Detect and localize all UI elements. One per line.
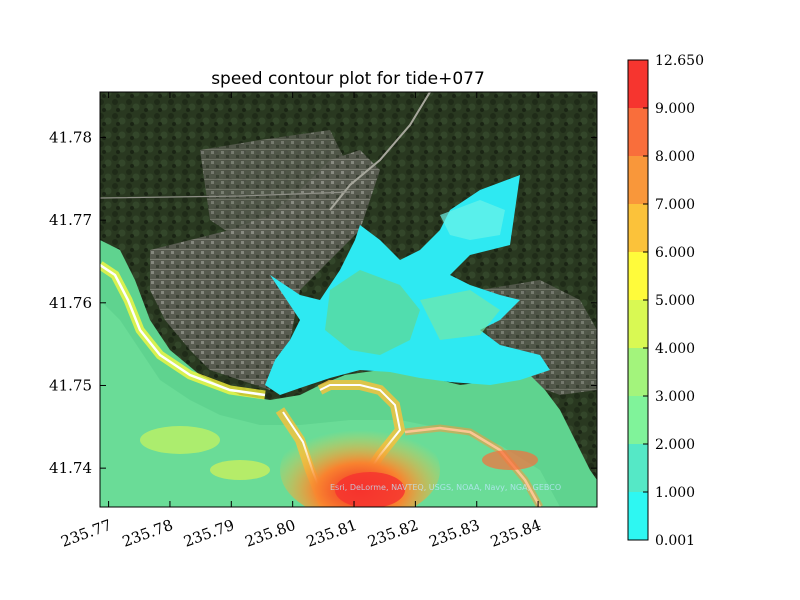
colorbar-segment xyxy=(628,204,648,252)
colorbar-segment xyxy=(628,396,648,444)
basemap-town-north xyxy=(200,130,350,240)
x-tick-label: 235.78 xyxy=(120,516,175,551)
x-tick-label: 235.84 xyxy=(488,516,543,551)
colorbar-tick-label: 12.650 xyxy=(655,53,704,69)
colorbar-tick-label: 5.000 xyxy=(655,293,695,309)
hotspot-east xyxy=(482,450,538,470)
x-tick-label: 235.79 xyxy=(181,516,236,551)
y-tick-label: 41.74 xyxy=(49,459,92,477)
y-tick-label: 41.78 xyxy=(49,128,92,146)
colorbar-tick-label: 0.001 xyxy=(655,533,695,549)
shoreline-line xyxy=(100,263,266,397)
hotspot-west xyxy=(140,426,220,454)
y-tick-label: 41.76 xyxy=(49,294,92,312)
colorbar-tick-label: 1.000 xyxy=(655,485,695,501)
colorbar-segment xyxy=(628,492,648,540)
y-axis: 41.74 41.75 41.76 41.77 41.78 xyxy=(49,128,597,477)
x-tick-label: 235.81 xyxy=(304,516,359,551)
colorbar-segment xyxy=(628,444,648,492)
basemap-highway xyxy=(329,92,431,211)
colorbar-tick-label: 2.000 xyxy=(655,437,695,453)
x-tick-label: 235.83 xyxy=(427,516,482,551)
x-tick-label: 235.77 xyxy=(58,516,113,551)
colorbar-segment xyxy=(628,156,648,204)
hotspot-core xyxy=(335,472,405,507)
colorbar: 0.001 1.000 2.000 3.000 4.000 5.000 6.000 7.000… xyxy=(627,53,704,549)
bay-shoal xyxy=(325,270,420,355)
y-tick-label: 41.75 xyxy=(49,376,92,394)
breakwater-contour xyxy=(404,424,544,507)
axes-frame xyxy=(99,91,598,508)
basemap-attribution: Esri, DeLorme, NAVTEQ, USGS, NOAA, Navy,… xyxy=(330,483,561,492)
colorbar-tick-label: 9.000 xyxy=(655,101,695,117)
x-tick-label: 235.80 xyxy=(243,516,298,551)
colorbar-tick-label: 6.000 xyxy=(655,245,695,261)
basemap-road xyxy=(100,191,351,199)
bay-shoal-2 xyxy=(420,290,500,340)
colorbar-tick-label: 3.000 xyxy=(655,389,695,405)
ocean-nearshore-band xyxy=(100,300,560,507)
colorbar-tick-label: 7.000 xyxy=(655,197,695,213)
colorbar-tick-label: 4.000 xyxy=(655,341,695,357)
colorbar-segment xyxy=(628,60,648,108)
colorbar-segment xyxy=(628,108,648,156)
x-tick-label: 235.82 xyxy=(365,516,420,551)
hotspot-offshore xyxy=(210,460,270,480)
y-tick-label: 41.77 xyxy=(49,211,92,229)
colorbar-segment xyxy=(628,348,648,396)
colorbar-tick-label: 8.000 xyxy=(655,149,695,165)
colorbar-segment xyxy=(628,252,648,300)
colorbar-segment xyxy=(628,300,648,348)
bay-channel xyxy=(440,200,505,240)
chart-title: speed contour plot for tide+077 xyxy=(211,69,485,89)
plot-area: Esri, DeLorme, NAVTEQ, USGS, NOAA, Navy,… xyxy=(100,92,597,507)
basemap-town xyxy=(150,150,380,390)
